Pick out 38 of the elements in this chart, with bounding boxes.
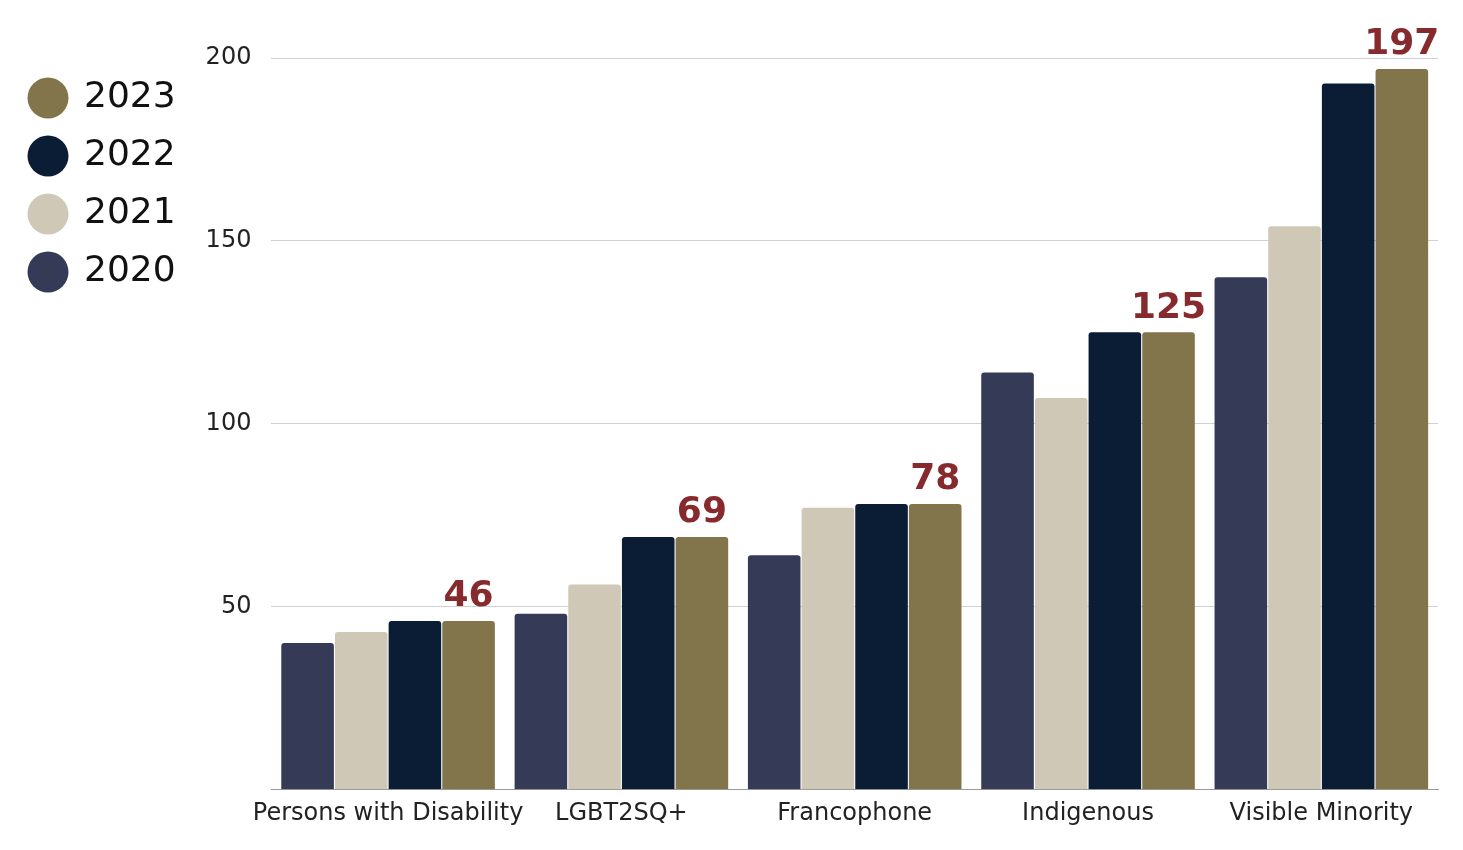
y-tick-label: 100 — [205, 407, 252, 436]
legend-label: 2023 — [84, 74, 176, 116]
bar — [1034, 398, 1088, 790]
bar — [801, 507, 855, 790]
data-label: 125 — [1130, 284, 1207, 326]
bar — [675, 536, 729, 790]
bar — [981, 372, 1034, 790]
bar — [334, 631, 388, 790]
bar — [388, 621, 442, 790]
legend-label: 2022 — [84, 132, 176, 174]
data-label: 78 — [910, 456, 961, 498]
x-tick-label: Persons with Disability — [252, 797, 524, 826]
legend-label: 2020 — [84, 248, 176, 290]
bar — [1268, 226, 1321, 790]
bar — [1321, 83, 1375, 790]
bar — [1214, 277, 1268, 790]
bar — [1375, 68, 1429, 790]
bar — [514, 613, 568, 790]
x-tick-label: Francophone — [777, 797, 933, 826]
legend-label: 2021 — [84, 190, 176, 232]
bar — [1142, 332, 1195, 790]
bar — [855, 504, 908, 790]
bar — [908, 504, 962, 790]
y-tick-label: 200 — [205, 42, 252, 71]
x-tick-label: Indigenous — [1022, 797, 1154, 826]
y-tick-label: 150 — [205, 225, 252, 254]
bar — [442, 621, 495, 790]
x-tick-label: LGBT2SQ+ — [555, 797, 688, 826]
data-label: 69 — [676, 489, 727, 531]
bar — [281, 642, 334, 790]
y-tick-label: 50 — [220, 590, 252, 619]
bar — [621, 536, 675, 790]
x-tick-label: Visible Minority — [1229, 797, 1414, 826]
data-label: 46 — [443, 573, 494, 615]
bar — [747, 555, 801, 790]
bar — [568, 584, 621, 790]
data-label: 197 — [1364, 21, 1440, 63]
bar — [1088, 332, 1142, 790]
